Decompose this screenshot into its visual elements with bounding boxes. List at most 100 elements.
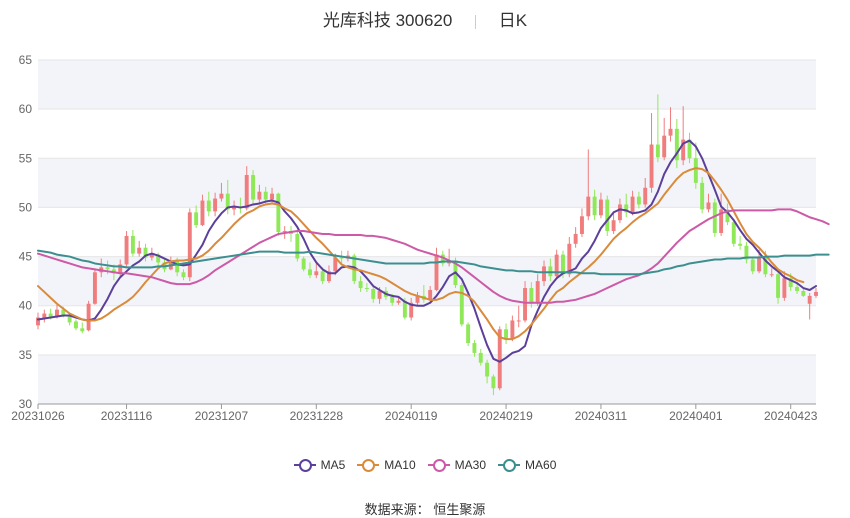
candle-body [371,289,376,299]
candle-body [649,144,654,188]
candle-body [118,264,123,274]
candle-body [586,196,591,217]
period-label: 日K [498,11,528,30]
candle-body [523,288,528,321]
candle-body [137,247,142,254]
candle-body [42,313,47,319]
legend-item-ma30[interactable]: MA30 [427,458,487,472]
candle-body [674,128,679,161]
chart-legend: MA5 MA10 MA30 MA60 [0,458,850,474]
candle-body [516,320,521,322]
candle-body [605,199,610,232]
candle-body [795,287,799,291]
candle-body [358,281,363,289]
candle-body [156,254,161,263]
candle-body [630,196,635,213]
candle-body [561,254,565,275]
title-separator [475,14,477,29]
candle-body [466,324,471,344]
candle-body [504,329,509,340]
x-tick-label: 20231116 [101,409,153,423]
candle-body [36,317,40,326]
legend-swatch [357,459,380,472]
candle-body [706,202,711,210]
candle-body [67,315,72,323]
legend-label: MA30 [454,458,487,472]
candle-body [592,196,597,216]
y-tick-label: 50 [19,200,33,214]
grid-band [38,354,816,404]
candle-body [719,209,724,233]
candle-body [225,193,230,210]
candle-body [776,274,781,298]
candle-body [801,290,806,296]
candle-body [276,193,281,232]
candle-body [219,193,224,199]
candle-body [396,300,401,303]
candle-body [92,272,97,304]
candle-body [263,191,268,200]
candle-body [428,289,433,300]
legend-item-ma5[interactable]: MA5 [293,458,345,472]
candle-body [542,266,546,282]
y-tick-label: 40 [19,299,33,313]
candlestick-chart: 30 35 40 45 50 55 60 65 20231026 20231116 20231207… [11,53,830,423]
candle-body [497,329,502,389]
candle-body [232,207,237,210]
series-line-ma5 [37,139,817,363]
x-tick-label: 20240311 [575,409,628,423]
candle-body [55,309,59,317]
candle-body [187,212,192,278]
y-tick-label: 65 [19,53,33,67]
candle-body [510,320,515,340]
x-tick-label: 20240401 [669,409,723,423]
candle-body [757,256,762,272]
candle-body [668,128,673,136]
candle-body [478,352,483,363]
candle-body [750,259,755,272]
candle-body [535,281,540,304]
candle-body [73,321,78,329]
y-tick-label: 30 [19,397,33,411]
grid-band [38,60,816,110]
candle-body [687,139,692,159]
series-line-ma30 [37,208,830,304]
candle-body [738,243,743,246]
y-tick-label: 45 [19,250,33,264]
candle-body [143,247,148,258]
x-tick-label: 20240219 [479,409,533,423]
legend-label: MA60 [525,458,557,472]
source-name: 恒生聚源 [433,502,486,517]
candle-body [364,288,369,290]
candle-body [149,254,154,258]
x-tick-label: 20231026 [11,409,65,423]
candle-body [415,295,420,303]
candle-body [80,328,85,332]
candle-body [440,254,445,264]
candle-body [206,200,211,212]
legend-item-ma60[interactable]: MA60 [498,458,556,472]
candle-body [573,233,578,244]
candle-body [434,254,439,290]
series-line-ma10 [37,167,805,341]
candle-body [554,254,559,277]
candle-body [617,204,622,221]
candle-body [624,204,629,213]
grid-band [38,158,816,208]
x-tick-label: 20240119 [385,409,438,423]
y-tick-label: 35 [19,348,33,362]
candle-body [681,139,686,161]
candle-body [485,362,490,377]
x-tick-label: 20231228 [290,409,344,423]
candle-body [257,191,262,200]
candle-body [712,202,717,233]
candle-body [782,278,787,298]
candle-body [662,135,667,158]
candle-body [788,278,793,288]
candle-body [814,291,818,296]
candle-body [769,274,774,276]
candle-body [314,271,319,276]
legend-item-ma10[interactable]: MA10 [357,458,416,472]
candle-body [725,209,730,223]
candle-body [124,235,129,265]
